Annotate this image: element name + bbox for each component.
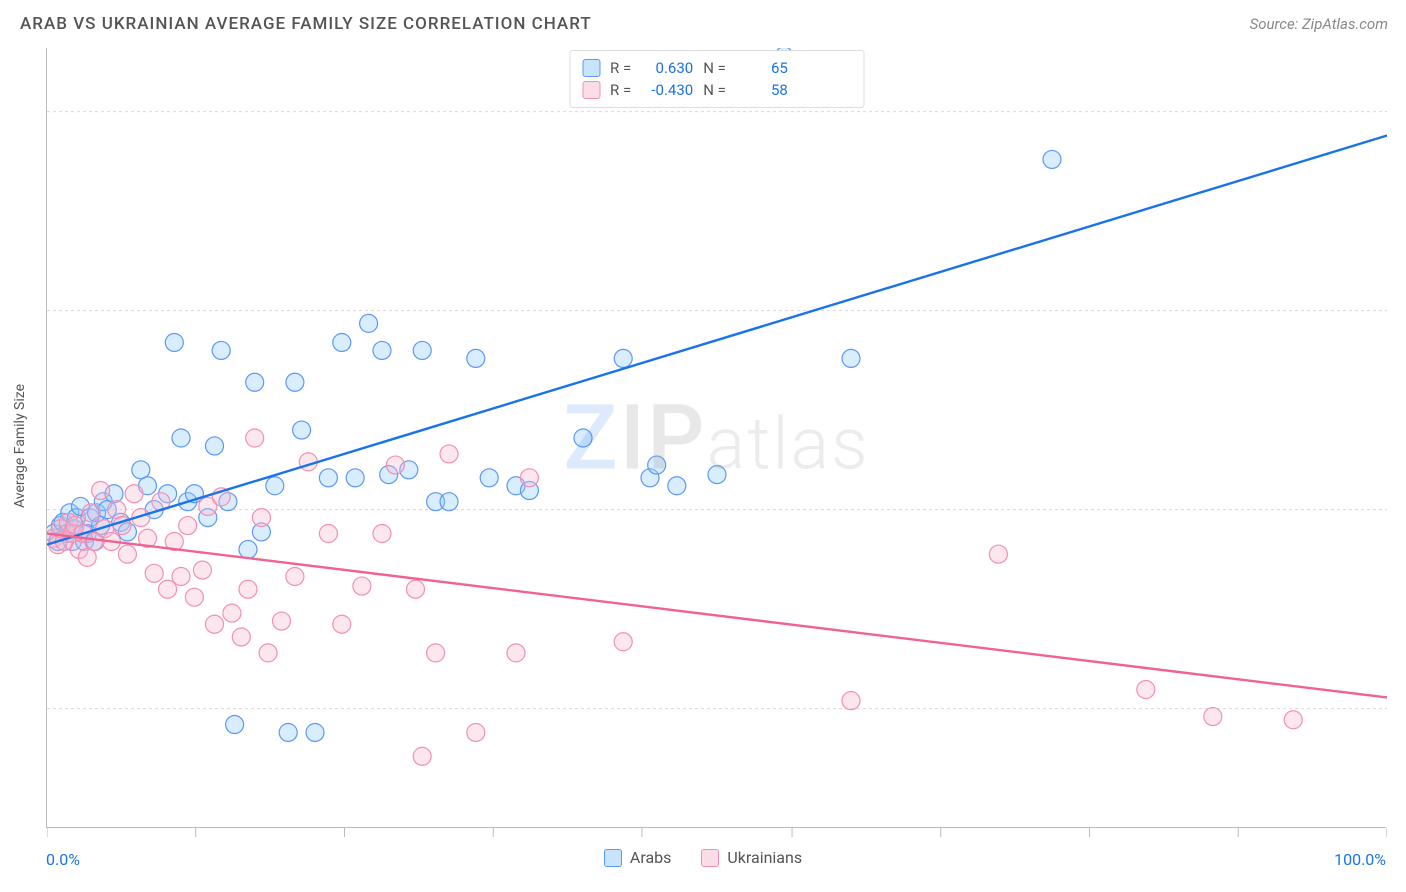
r-label: R = [610,81,631,99]
swatch-pink-icon [701,849,719,867]
r-label: R = [610,59,631,77]
data-point-pink [125,485,143,503]
y-axis-label: Average Family Size [12,384,28,508]
plot-area: ZIPatlas 2.253.504.756.00 R = 0.630 N = … [46,48,1386,828]
data-point-blue [668,477,686,495]
swatch-blue-icon [582,59,600,77]
swatch-blue-icon [604,849,622,867]
data-point-pink [246,429,264,447]
trend-line-pink [47,534,1387,698]
data-point-pink [185,588,203,606]
data-point-blue [346,469,364,487]
data-point-blue [306,723,324,741]
data-point-pink [1137,681,1155,699]
data-point-blue [467,349,485,367]
header-row: ARAB VS UKRAINIAN AVERAGE FAMILY SIZE CO… [20,14,1388,34]
data-point-pink [108,501,126,519]
data-point-blue [239,540,257,558]
data-point-pink [1284,711,1302,729]
y-axis-label-container: Average Family Size [10,0,30,892]
chart-title: ARAB VS UKRAINIAN AVERAGE FAMILY SIZE CO… [20,14,592,34]
data-point-pink [286,567,304,585]
data-point-blue [614,349,632,367]
data-point-pink [386,456,404,474]
data-point-blue [279,723,297,741]
data-point-pink [407,580,425,598]
data-point-pink [206,615,224,633]
n-label: N = [703,81,726,99]
data-point-pink [78,548,96,566]
data-point-pink [179,517,197,535]
data-point-pink [172,567,190,585]
data-point-pink [252,509,270,527]
r-value: -0.430 [641,81,693,99]
data-point-blue [1043,150,1061,168]
data-point-pink [145,564,163,582]
n-value: 58 [736,81,788,99]
data-point-pink [273,612,291,630]
data-point-blue [206,437,224,455]
data-point-pink [118,545,136,563]
data-point-pink [467,723,485,741]
data-point-pink [319,525,337,543]
data-point-blue [319,469,337,487]
data-point-blue [293,421,311,439]
data-point-blue [246,373,264,391]
data-point-pink [507,644,525,662]
data-point-blue [132,461,150,479]
data-point-pink [223,604,241,622]
n-value: 65 [736,59,788,77]
legend-label: Arabs [630,848,672,867]
data-point-blue [226,716,244,734]
chart-container: ARAB VS UKRAINIAN AVERAGE FAMILY SIZE CO… [0,0,1406,892]
data-point-blue [440,493,458,511]
data-point-blue [413,341,431,359]
data-point-blue [172,429,190,447]
series-legend: Arabs Ukrainians [0,848,1406,867]
data-point-blue [574,429,592,447]
data-point-pink [82,504,100,522]
data-point-blue [212,341,230,359]
data-point-blue [373,341,391,359]
r-value: 0.630 [641,59,693,77]
data-point-blue [165,333,183,351]
chart-svg [47,48,1387,838]
data-point-pink [333,615,351,633]
data-point-pink [373,525,391,543]
n-label: N = [703,59,726,77]
data-point-pink [239,580,257,598]
data-point-pink [614,633,632,651]
legend-label: Ukrainians [727,848,802,867]
data-point-pink [193,561,211,579]
data-point-pink [427,644,445,662]
data-point-blue [360,314,378,332]
data-point-pink [92,482,110,500]
data-point-blue [708,466,726,484]
data-point-blue [286,373,304,391]
stats-legend: R = 0.630 N = 65 R = -0.430 N = 58 [569,50,864,108]
data-point-pink [413,747,431,765]
data-point-blue [333,333,351,351]
stats-row-arabs: R = 0.630 N = 65 [582,57,851,79]
data-point-blue [842,349,860,367]
data-point-pink [440,445,458,463]
data-point-pink [842,692,860,710]
swatch-pink-icon [582,81,600,99]
data-point-blue [266,477,284,495]
source-attribution: Source: ZipAtlas.com [1250,15,1388,33]
legend-item-ukrainians: Ukrainians [701,848,802,867]
data-point-pink [520,469,538,487]
data-point-pink [259,644,277,662]
data-point-pink [989,545,1007,563]
legend-item-arabs: Arabs [604,848,672,867]
data-point-pink [232,628,250,646]
stats-row-ukrainians: R = -0.430 N = 58 [582,79,851,101]
data-point-pink [353,577,371,595]
data-point-blue [480,469,498,487]
data-point-pink [1204,708,1222,726]
data-point-blue [648,456,666,474]
